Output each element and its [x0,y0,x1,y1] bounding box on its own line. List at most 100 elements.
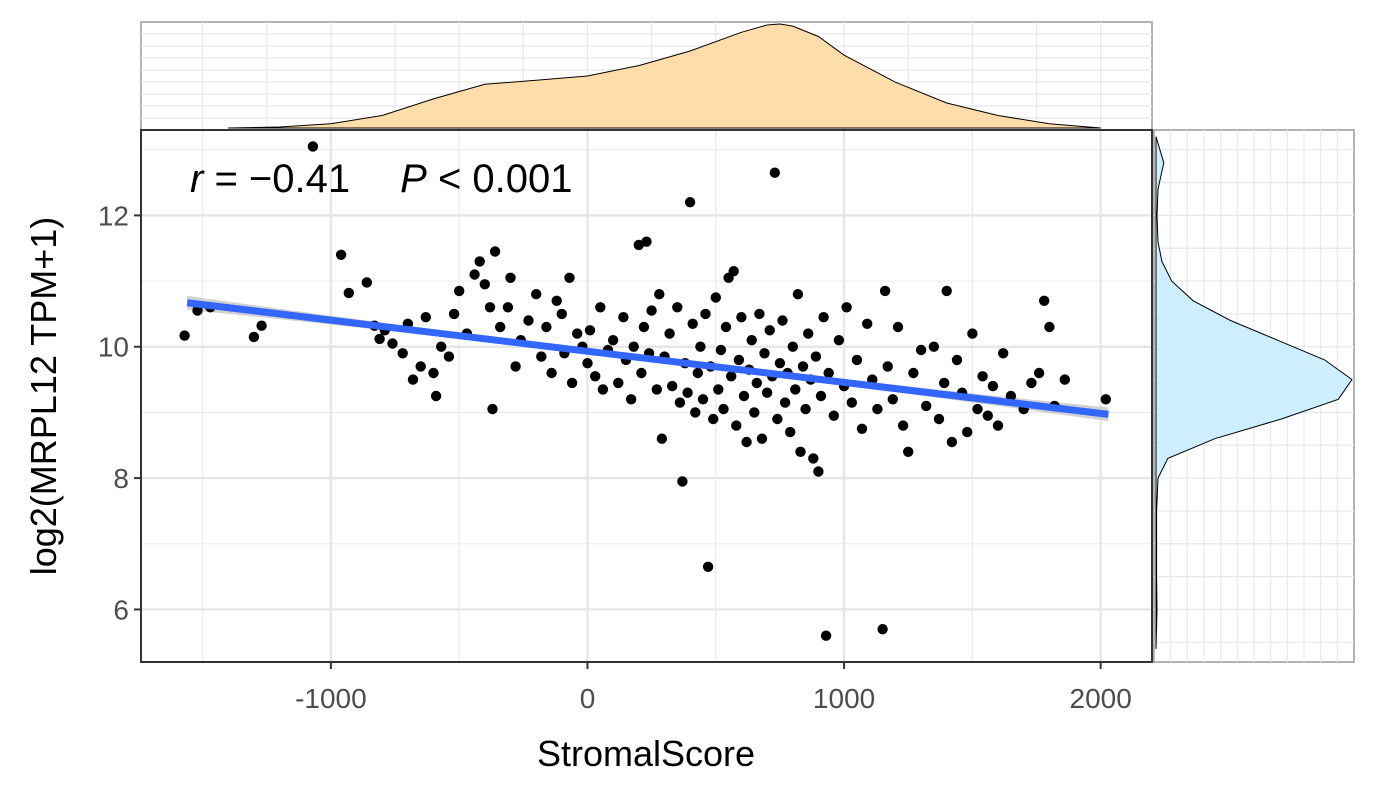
data-point [656,433,668,444]
data-point [759,348,770,359]
data-point [597,384,609,395]
data-point [636,367,647,379]
x-axis-ticks: -1000 0 1000 2000 [295,662,1132,714]
x-tick-label: 1000 [813,683,875,714]
data-point [779,397,791,408]
data-point [1005,390,1017,402]
data-point [641,236,652,247]
data-point [248,331,260,343]
plot-background [141,130,1152,662]
data-point [564,272,575,283]
data-point [977,371,988,382]
data-point [772,413,783,425]
data-point [841,302,852,313]
data-point [484,302,496,313]
data-point [651,384,662,395]
data-point [1044,321,1055,333]
y-tick-label: 12 [98,200,129,231]
data-point [921,400,932,412]
y-tick-label: 6 [113,594,129,625]
data-point [495,321,506,333]
data-point [443,351,455,362]
data-point [420,312,431,323]
data-point [903,446,914,457]
data-point [307,141,319,152]
data-point [192,305,203,316]
data-point [749,407,760,418]
data-point [754,308,765,320]
data-point [677,476,688,487]
data-point [879,285,891,297]
data-point [741,436,752,448]
r-symbol: r [190,157,205,201]
data-point [790,384,801,395]
data-point [687,318,698,329]
correlation-annotation: r = −0.41 P < 0.001 [190,157,573,201]
data-point [489,246,501,257]
data-point [607,335,619,346]
p-value: 0.001 [472,157,572,201]
data-point [915,344,927,356]
data-point [479,279,490,290]
data-point [625,394,637,405]
data-point [710,292,721,303]
data-point [335,249,347,260]
data-point [1059,374,1071,385]
r-value: −0.41 [249,157,350,201]
y-axis-title: log2(MRPL12 TPM+1) [23,217,64,576]
data-point [908,367,919,379]
data-point [751,377,762,389]
data-point [897,420,909,431]
data-point [872,403,883,415]
data-point [962,426,973,438]
data-point [892,321,904,333]
data-point [833,335,845,346]
data-point [823,367,834,379]
data-point [941,285,952,297]
y-tick-label: 8 [113,463,129,494]
data-point [667,380,678,392]
data-point [1026,377,1037,389]
data-point [982,410,993,421]
data-point [536,351,547,362]
data-point [882,361,893,372]
r-equals: = [203,157,249,201]
top-density-curve [228,23,1101,129]
data-point [808,453,819,464]
data-point [572,328,583,339]
data-point [702,561,714,572]
main-grid [141,130,1152,662]
data-point [474,256,485,267]
data-point [939,377,950,389]
data-point [613,377,624,389]
data-point [738,390,750,402]
y-tick-label: 10 [98,332,129,363]
data-point [256,320,267,331]
data-point [818,312,829,323]
data-point [664,328,675,339]
data-point [728,266,739,277]
data-point [179,330,190,341]
data-point [731,420,742,431]
data-point [998,348,1009,359]
data-point [523,315,534,326]
data-point [430,390,442,402]
data-point [967,328,978,339]
data-point [397,348,408,359]
data-point [510,361,521,372]
data-point [862,318,873,329]
data-point [810,351,822,362]
data-point [469,269,480,280]
data-point [769,167,780,178]
data-point [820,630,832,641]
data-point [761,387,773,398]
right-marginal-panel [1153,129,1355,663]
data-point [387,338,398,349]
data-point [972,403,983,415]
data-point [777,315,788,326]
data-point [546,367,557,379]
data-point [505,272,516,283]
data-point [590,371,601,382]
data-point [846,397,857,408]
